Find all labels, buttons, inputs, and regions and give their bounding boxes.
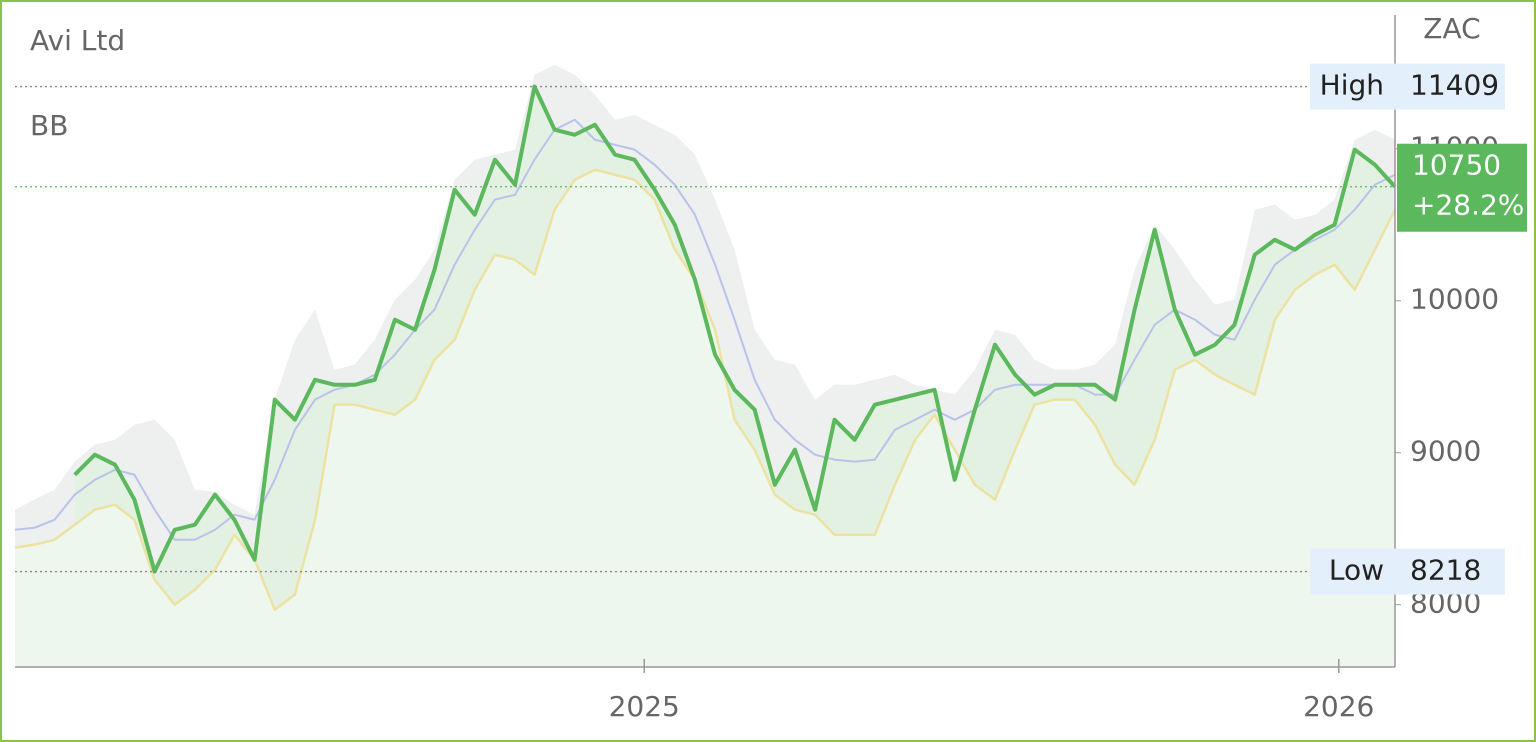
chart-title: Avi Ltd xyxy=(30,24,125,57)
last-value: 10750 xyxy=(1412,149,1501,182)
x-tick-label: 2026 xyxy=(1303,690,1374,723)
y-tick-label: 10000 xyxy=(1410,283,1499,316)
low-label: Low xyxy=(1329,554,1384,587)
currency-label: ZAC xyxy=(1423,12,1480,45)
series-line xyxy=(14,168,1397,611)
indicator-label: BB xyxy=(30,109,68,142)
band-area xyxy=(15,169,1395,667)
last-label-box xyxy=(1397,143,1527,232)
high-value: 11409 xyxy=(1410,69,1499,102)
series-line xyxy=(73,84,1397,574)
y-tick-label: 9000 xyxy=(1410,435,1481,468)
series-line xyxy=(14,118,1396,541)
high-label: High xyxy=(1320,69,1384,102)
last-change: +28.2% xyxy=(1412,189,1524,222)
low-value: 8218 xyxy=(1410,554,1481,587)
low-label-box xyxy=(1310,548,1505,595)
high-label-box xyxy=(1310,63,1505,110)
x-tick-label: 2025 xyxy=(609,690,680,723)
